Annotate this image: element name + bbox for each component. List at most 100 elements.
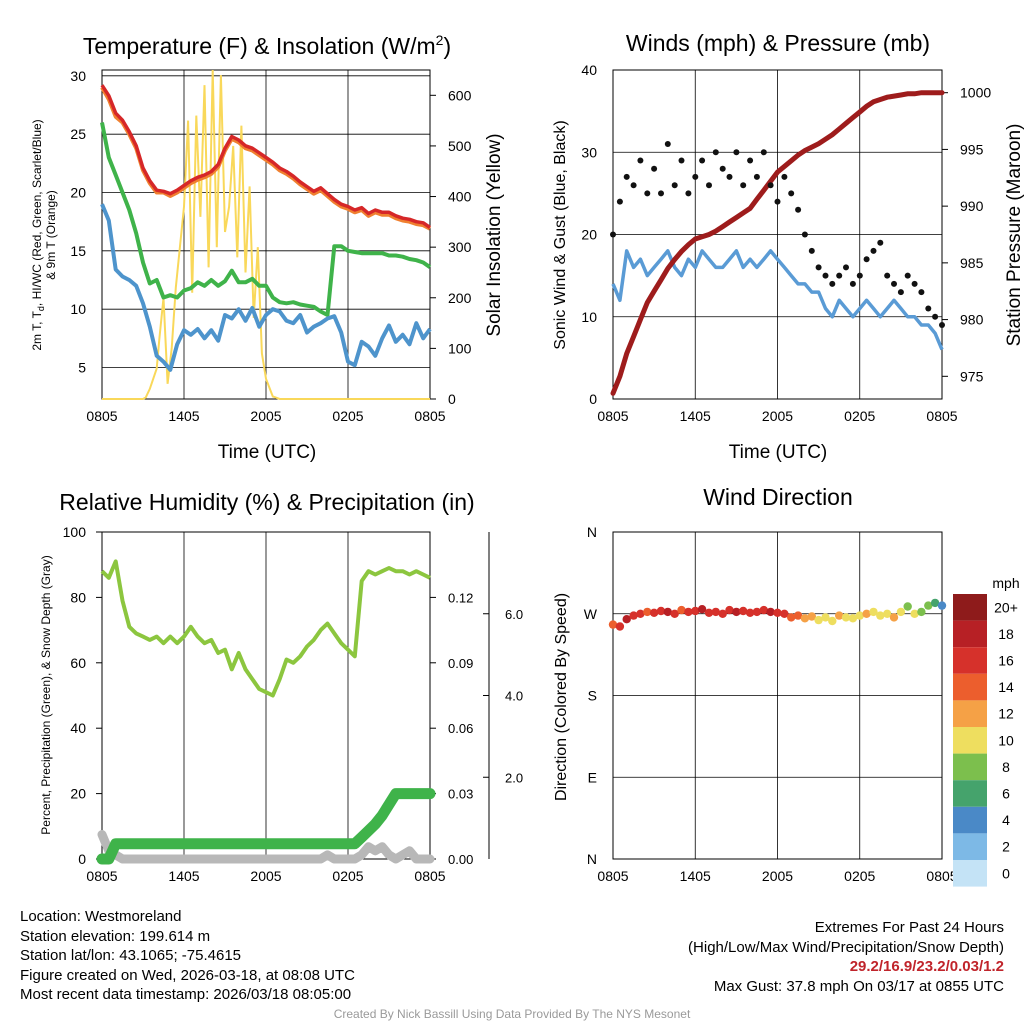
insolation-ytick-label: 600 (448, 87, 472, 103)
colorbar-label: 14 (998, 679, 1014, 695)
temperature-xtick-label: 0205 (332, 408, 363, 424)
humidity-line (100, 559, 431, 698)
temperature-xtick-label: 0805 (414, 408, 445, 424)
gust-point (760, 149, 767, 156)
winds-ytick-label: 30 (581, 144, 597, 160)
wind-direction-point (862, 609, 871, 618)
wind-direction-point (752, 607, 762, 617)
wind-direction-point (649, 608, 659, 617)
pressure-ytick-label: 990 (960, 198, 984, 214)
wind-direction-point (711, 607, 720, 617)
extremes-info: Extremes For Past 24 Hours (High/Low/Max… (688, 918, 1004, 996)
gust-point (733, 149, 740, 156)
elevation-text: Station elevation: 199.614 m (20, 927, 211, 945)
wind-direction-panel: Wind Direction Direction (Colored By Spe… (553, 484, 1020, 887)
gust-point (658, 190, 664, 197)
temperature-panel: Temperature (F) & Insolation (W/m2) Time… (30, 32, 505, 463)
gust-point (685, 190, 692, 197)
wind-direction-point (889, 613, 899, 622)
colorbar-swatch (953, 647, 987, 674)
precip-ytick-label: 0.00 (448, 852, 473, 867)
wind-direction-point (903, 602, 912, 611)
humidity-ytick-label: 80 (70, 589, 86, 605)
gust-point (877, 239, 884, 246)
gust-point (664, 141, 671, 147)
winds-xtick-label: 2005 (762, 408, 793, 424)
winds-title: Winds (mph) & Pressure (mb) (626, 30, 930, 56)
gust-point (740, 182, 747, 189)
humidity-ytick-label: 60 (70, 655, 86, 671)
gust-point (836, 272, 843, 279)
gust-point (610, 231, 616, 238)
colorbar-label: 16 (998, 653, 1014, 669)
humidity-panel: Relative Humidity (%) & Precipitation (i… (39, 489, 523, 884)
wind-direction-point (841, 613, 851, 622)
pressure-line (610, 90, 945, 396)
wind-direction-point (821, 613, 830, 622)
temperature-ytick-label: 20 (70, 185, 86, 201)
humidity-ytick-label: 100 (63, 524, 87, 540)
precip-ytick-label: 0.06 (448, 721, 473, 736)
temperature-9m-line (100, 86, 431, 231)
colorbar-label: 18 (998, 626, 1014, 642)
humidity-ytick-label: 20 (70, 786, 86, 802)
gust-point (719, 165, 726, 172)
wind-direction-point (814, 615, 823, 625)
gust-point (712, 149, 719, 156)
colorbar-label: 10 (998, 732, 1014, 748)
precip-ytick-label: 0.03 (448, 787, 473, 802)
wind-direction-point (780, 609, 789, 618)
gust-point (637, 157, 644, 164)
wind-direction-xtick-label: 0805 (926, 868, 957, 884)
wind-direction-point (848, 614, 858, 623)
wind-direction-point (656, 606, 666, 616)
insolation-ytick-label: 300 (448, 239, 472, 255)
wind-direction-point (622, 615, 631, 624)
wind-direction-point (896, 607, 906, 617)
snow-ytick-label: 2.0 (505, 770, 523, 785)
gust-point (939, 322, 945, 328)
insolation-ytick-label: 200 (448, 290, 472, 306)
humidity-xtick-label: 0205 (332, 868, 363, 884)
gust-point (616, 198, 623, 205)
colorbar-swatch (953, 673, 987, 701)
wind-direction-point (684, 607, 693, 617)
gust-point (699, 157, 706, 164)
gust-point (891, 280, 897, 287)
humidity-xtick-label: 1405 (168, 868, 199, 884)
colorbar-swatch (953, 860, 987, 887)
wind-direction-point (643, 607, 652, 617)
wind-direction-point (855, 611, 864, 620)
gust-point (692, 173, 699, 180)
colorbar-swatch (953, 833, 987, 860)
pressure-ytick-label: 995 (960, 141, 984, 157)
gust-point (904, 272, 911, 279)
winds-xtick-label: 1405 (680, 408, 711, 424)
wind-direction-point (787, 613, 796, 622)
wind-direction-point (629, 611, 638, 620)
gust-point (630, 182, 637, 189)
colorbar-swatch (953, 780, 987, 807)
wind-direction-point (883, 609, 892, 618)
wind-direction-xtick-label: 1405 (680, 868, 711, 884)
colorbar-label: 6 (1002, 786, 1010, 802)
insolation-line (102, 69, 430, 400)
wind-direction-ylabel: Direction (Colored By Speed) (553, 593, 570, 801)
temperature-2m-line (100, 84, 431, 229)
winds-ylabel: Sonic Wind & Gust (Blue, Black) (552, 120, 569, 349)
gust-point (863, 256, 870, 263)
wind-direction-point (759, 605, 768, 615)
temperature-ytick-label: 10 (70, 301, 86, 317)
gust-point (843, 264, 849, 271)
winds-panel: Winds (mph) & Pressure (mb) Time (UTC) S… (552, 30, 1024, 463)
wind-direction-point (697, 605, 707, 614)
wind-direction-ytick-label: W (584, 606, 598, 622)
winds-xtick-label: 0205 (844, 408, 875, 424)
insolation-ytick-label: 500 (448, 138, 472, 154)
colorbar-label: 4 (1002, 812, 1010, 828)
gust-point (897, 289, 904, 296)
gust-point (801, 231, 808, 238)
wind-direction-ytick-label: E (588, 769, 597, 785)
winds-ytick-label: 0 (589, 391, 597, 407)
